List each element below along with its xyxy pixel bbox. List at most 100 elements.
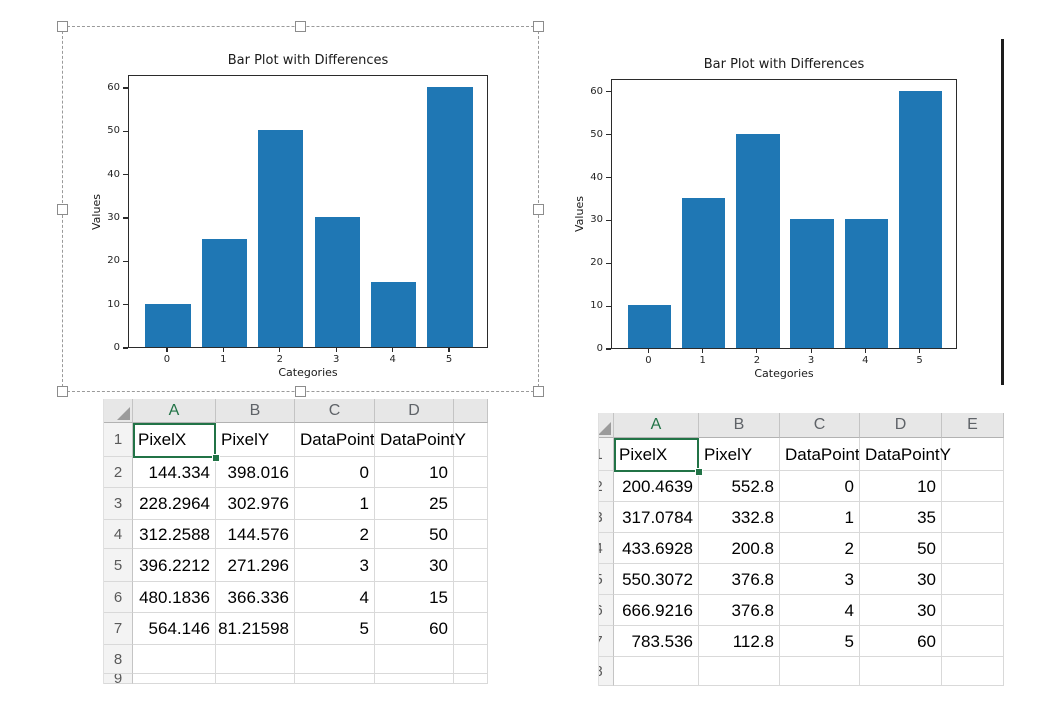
column-header-E[interactable]: E	[942, 413, 1004, 438]
select-all-corner[interactable]	[104, 399, 133, 423]
cell-A9[interactable]	[133, 674, 216, 684]
column-header-A[interactable]: A	[133, 399, 216, 423]
cell-D2[interactable]: 10	[375, 457, 454, 488]
cell-D5[interactable]: 30	[860, 564, 942, 595]
selection-handle-top-center[interactable]	[295, 21, 306, 32]
cell-B1[interactable]: PixelY	[699, 438, 780, 471]
cell-B5[interactable]: 376.8	[699, 564, 780, 595]
row-header-6[interactable]: 6	[599, 595, 614, 626]
selection-handle-bottom-right[interactable]	[533, 386, 544, 397]
row-header-8[interactable]: 8	[599, 657, 614, 686]
cell-C3[interactable]: 1	[780, 502, 860, 533]
column-header-B[interactable]: B	[216, 399, 295, 423]
cell-D7[interactable]: 60	[375, 613, 454, 645]
cell-B6[interactable]: 366.336	[216, 582, 295, 613]
column-header-D[interactable]: D	[860, 413, 942, 438]
selection-handle-middle-right[interactable]	[533, 203, 544, 215]
cell-E1[interactable]	[942, 438, 1004, 471]
row-header-3[interactable]: 3	[104, 488, 133, 520]
cell-C6[interactable]: 4	[295, 582, 375, 613]
cell-D1[interactable]: DataPointY	[860, 438, 951, 471]
cell-x1[interactable]	[454, 423, 488, 457]
fill-handle[interactable]	[212, 454, 220, 462]
cell-A4[interactable]: 312.2588	[133, 520, 216, 549]
cell-B5[interactable]: 271.296	[216, 549, 295, 582]
cell-B6[interactable]: 376.8	[699, 595, 780, 626]
cell-A1[interactable]: PixelX	[133, 423, 216, 457]
cell-D5[interactable]: 30	[375, 549, 454, 582]
cell-B4[interactable]: 144.576	[216, 520, 295, 549]
cell-E3[interactable]	[942, 502, 1004, 533]
cell-x3[interactable]	[454, 488, 488, 520]
cell-C2[interactable]: 0	[780, 471, 860, 502]
cell-B3[interactable]: 332.8	[699, 502, 780, 533]
cell-A5[interactable]: 396.2212	[133, 549, 216, 582]
selection-handle-top-left[interactable]	[57, 21, 68, 32]
cell-E8[interactable]	[942, 657, 1004, 686]
cell-D6[interactable]: 30	[860, 595, 942, 626]
cell-B8[interactable]	[699, 657, 780, 686]
selection-handle-top-right[interactable]	[533, 21, 544, 32]
cell-A1[interactable]: PixelX	[614, 438, 699, 471]
select-all-corner[interactable]	[599, 413, 614, 438]
row-header-4[interactable]: 4	[599, 533, 614, 564]
cell-D4[interactable]: 50	[375, 520, 454, 549]
cell-x4[interactable]	[454, 520, 488, 549]
cell-E4[interactable]	[942, 533, 1004, 564]
cell-A2[interactable]: 200.4639	[614, 471, 699, 502]
row-header-3[interactable]: 3	[599, 502, 614, 533]
cell-C9[interactable]	[295, 674, 375, 684]
cell-C8[interactable]	[780, 657, 860, 686]
cell-C7[interactable]: 5	[295, 613, 375, 645]
cell-C4[interactable]: 2	[780, 533, 860, 564]
cell-C5[interactable]: 3	[780, 564, 860, 595]
cell-B4[interactable]: 200.8	[699, 533, 780, 564]
chart-selection-frame[interactable]	[57, 21, 544, 397]
column-header-B[interactable]: B	[699, 413, 780, 438]
cell-B1[interactable]: PixelY	[216, 423, 295, 457]
selection-handle-bottom-left[interactable]	[57, 386, 68, 397]
cell-D8[interactable]	[860, 657, 942, 686]
row-header-2[interactable]: 2	[104, 457, 133, 488]
cell-A5[interactable]: 550.3072	[614, 564, 699, 595]
cell-B7[interactable]: 81.21598	[216, 613, 295, 645]
cell-E6[interactable]	[942, 595, 1004, 626]
cell-x6[interactable]	[454, 582, 488, 613]
cell-C2[interactable]: 0	[295, 457, 375, 488]
column-header-C[interactable]: C	[780, 413, 860, 438]
cell-D6[interactable]: 15	[375, 582, 454, 613]
fill-handle[interactable]	[695, 468, 703, 476]
column-header-A[interactable]: A	[614, 413, 699, 438]
cell-x8[interactable]	[454, 645, 488, 674]
cell-E2[interactable]	[942, 471, 1004, 502]
cell-A3[interactable]: 228.2964	[133, 488, 216, 520]
cell-E7[interactable]	[942, 626, 1004, 657]
cell-x5[interactable]	[454, 549, 488, 582]
cell-B2[interactable]: 398.016	[216, 457, 295, 488]
cell-A6[interactable]: 480.1836	[133, 582, 216, 613]
cell-B7[interactable]: 112.8	[699, 626, 780, 657]
column-header-clipped[interactable]	[454, 399, 488, 423]
cell-D9[interactable]	[375, 674, 454, 684]
cell-C6[interactable]: 4	[780, 595, 860, 626]
cell-B3[interactable]: 302.976	[216, 488, 295, 520]
cell-A7[interactable]: 783.536	[614, 626, 699, 657]
cell-A2[interactable]: 144.334	[133, 457, 216, 488]
cell-D3[interactable]: 25	[375, 488, 454, 520]
row-header-4[interactable]: 4	[104, 520, 133, 549]
left-spreadsheet[interactable]: ABCD1PixelXPixelYDataPointXDataPointY214…	[103, 399, 488, 684]
cell-C5[interactable]: 3	[295, 549, 375, 582]
cell-C3[interactable]: 1	[295, 488, 375, 520]
cell-D1[interactable]: DataPointY	[375, 423, 466, 457]
cell-A8[interactable]	[614, 657, 699, 686]
cell-D7[interactable]: 60	[860, 626, 942, 657]
row-header-5[interactable]: 5	[599, 564, 614, 595]
cell-A3[interactable]: 317.0784	[614, 502, 699, 533]
cell-x2[interactable]	[454, 457, 488, 488]
row-header-8[interactable]: 8	[104, 645, 133, 674]
cell-A8[interactable]	[133, 645, 216, 674]
cell-x9[interactable]	[454, 674, 488, 684]
cell-C4[interactable]: 2	[295, 520, 375, 549]
row-header-1[interactable]: 1	[104, 423, 133, 457]
row-header-7[interactable]: 7	[599, 626, 614, 657]
